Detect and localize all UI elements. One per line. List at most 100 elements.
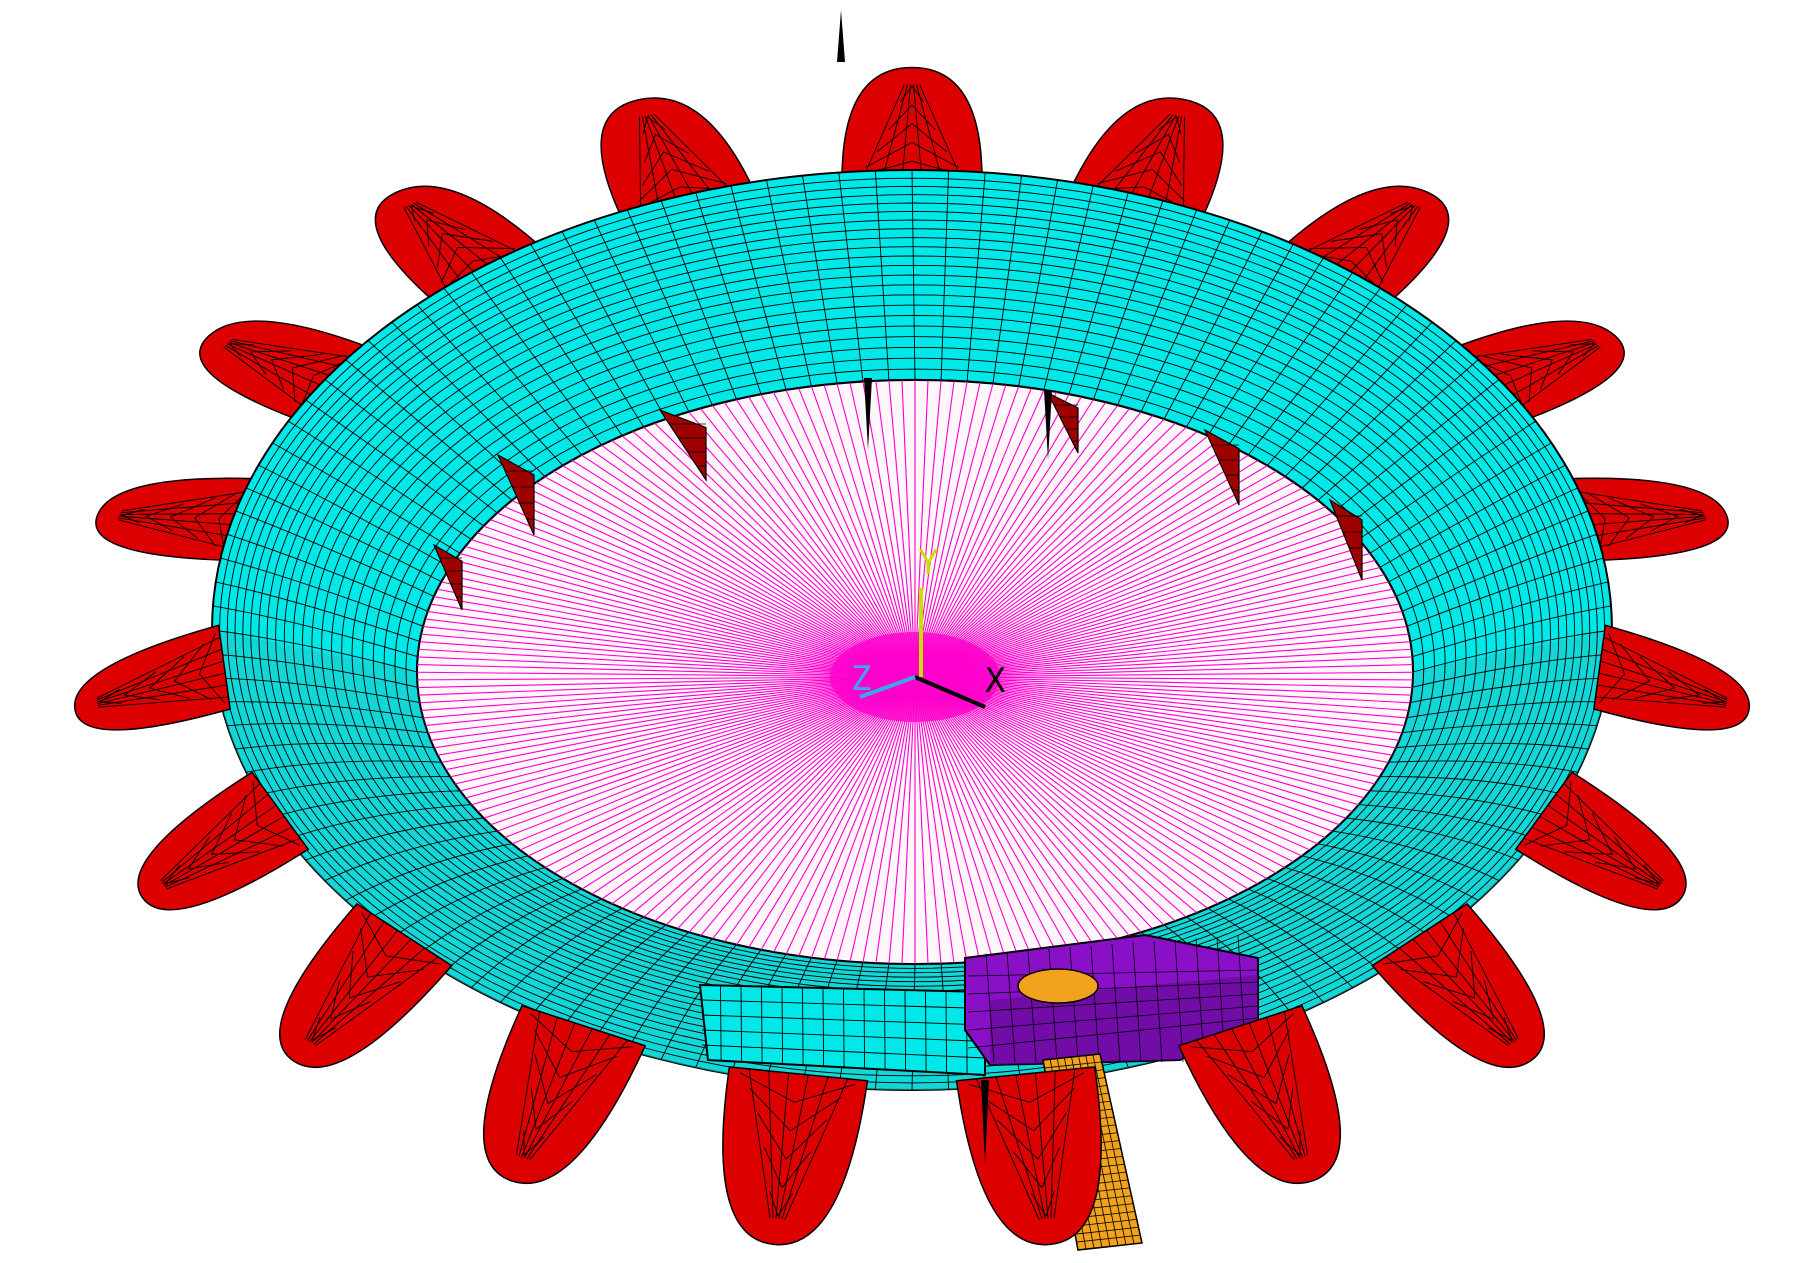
ring-mesh-radial	[471, 898, 602, 988]
ring-mesh-radial	[272, 790, 461, 818]
disk-spoke	[914, 484, 1331, 678]
fin-mesh-line	[121, 490, 256, 512]
fin-mesh-line	[360, 928, 424, 978]
disk-spoke	[417, 576, 916, 678]
disk-spoke	[900, 380, 916, 678]
ring-mesh-radial	[212, 605, 418, 658]
disk-spoke	[914, 676, 1295, 884]
disk-spoke	[417, 676, 916, 737]
disk-spoke	[914, 676, 1276, 895]
fin-mesh-line	[223, 346, 308, 410]
front-band-mesh	[822, 987, 825, 1067]
disk-spoke	[641, 676, 916, 934]
disk-spoke	[455, 525, 916, 678]
front-band-mesh	[701, 1029, 986, 1042]
disk-spoke	[499, 484, 916, 678]
pipe-opening	[1017, 968, 1099, 1004]
ring-mesh-radial	[911, 169, 916, 381]
disk-spoke	[819, 380, 916, 678]
spikes-back-group	[837, 10, 845, 62]
spike-inner-1	[864, 378, 872, 450]
disk-spoke	[914, 418, 1212, 678]
fin-mesh-line	[1573, 501, 1704, 514]
fin-mesh-line	[888, 104, 936, 131]
fin-mesh-line	[1400, 928, 1464, 978]
fin-mesh-line	[1494, 343, 1598, 390]
block-mesh	[1048, 948, 1058, 1063]
disk-spoke	[846, 380, 916, 678]
ring-mesh-radial	[443, 888, 582, 973]
disk-spoke	[779, 380, 916, 678]
disk-spoke	[461, 676, 916, 826]
ring-mesh-radial	[802, 175, 838, 384]
fin-mesh-line	[1453, 912, 1519, 1040]
fin-mesh-line	[1107, 114, 1174, 199]
disk-spoke	[914, 676, 1051, 964]
ring-mesh-ring	[372, 336, 1457, 983]
disk-spoke	[618, 676, 916, 926]
front-band-mesh	[740, 985, 743, 1063]
fin-mesh-line	[1585, 491, 1631, 547]
disk-spoke	[779, 676, 916, 964]
ring-mesh-radial	[530, 243, 645, 428]
ring-mesh-radial	[1317, 359, 1479, 501]
fin-mesh-line	[768, 1070, 774, 1219]
ring-mesh-radial	[1248, 888, 1381, 973]
fin-mesh-line	[876, 123, 948, 153]
disk-spoke	[437, 546, 916, 678]
disk-spoke	[575, 676, 916, 906]
ring-mesh-radial	[391, 866, 546, 939]
disk-spoke	[629, 414, 916, 678]
fin-mesh-line	[1473, 340, 1595, 370]
ring-mesh-radial	[246, 487, 442, 583]
disk-spoke	[417, 584, 916, 678]
disk-spoke	[914, 438, 1255, 678]
disk-spoke	[421, 676, 916, 775]
fin-surface	[1562, 477, 1729, 562]
ring-mesh-radial	[1093, 200, 1164, 400]
block-mesh	[1027, 950, 1037, 1063]
fin-mesh-line	[653, 113, 736, 195]
disk-spoke	[417, 592, 916, 678]
disk-spoke	[914, 676, 1382, 812]
ring-mesh-radial	[443, 287, 583, 456]
ring-mesh-radial	[593, 931, 690, 1041]
disk-spoke	[417, 639, 916, 678]
disk-spoke	[914, 676, 1025, 964]
disk-spoke	[914, 623, 1413, 678]
fin-mesh-line	[1588, 517, 1706, 538]
disk-spoke	[417, 676, 916, 721]
fin-mesh-line	[1523, 837, 1658, 890]
block-mesh	[967, 969, 1259, 977]
disk-spoke	[914, 497, 1347, 678]
disk-spoke	[914, 676, 1286, 890]
fin-mesh-line	[1283, 1011, 1309, 1156]
disk-spoke	[491, 491, 916, 678]
disk-spoke	[618, 418, 916, 678]
disk-spoke	[914, 433, 1245, 678]
disk-spoke	[914, 676, 1245, 911]
disk-spoke	[914, 676, 1413, 737]
fin-surface	[279, 902, 453, 1069]
ring-mesh-radial	[1266, 304, 1408, 466]
inner-fin-surface	[1046, 391, 1079, 454]
disk-spoke	[914, 454, 1286, 678]
ring-mesh-radial	[345, 843, 513, 901]
fin-mesh-line	[1399, 947, 1511, 1045]
disk-spoke	[417, 663, 916, 678]
fin-mesh-line	[163, 815, 285, 887]
fin-mesh-line	[164, 826, 293, 888]
fin-mesh-line	[313, 947, 425, 1045]
disk-spoke	[417, 676, 916, 713]
disk-spoke	[914, 676, 1266, 901]
fin-mesh-line	[865, 141, 959, 168]
ring-mesh-radial	[766, 179, 812, 387]
disk-spoke	[914, 676, 1413, 689]
fin-mesh-line	[1015, 1074, 1046, 1220]
disk-spoke	[585, 433, 916, 678]
disk-spoke	[873, 380, 916, 678]
ring-mesh-radial	[1228, 272, 1353, 446]
disk-spoke	[914, 380, 1025, 678]
disk-spoke	[468, 676, 916, 833]
